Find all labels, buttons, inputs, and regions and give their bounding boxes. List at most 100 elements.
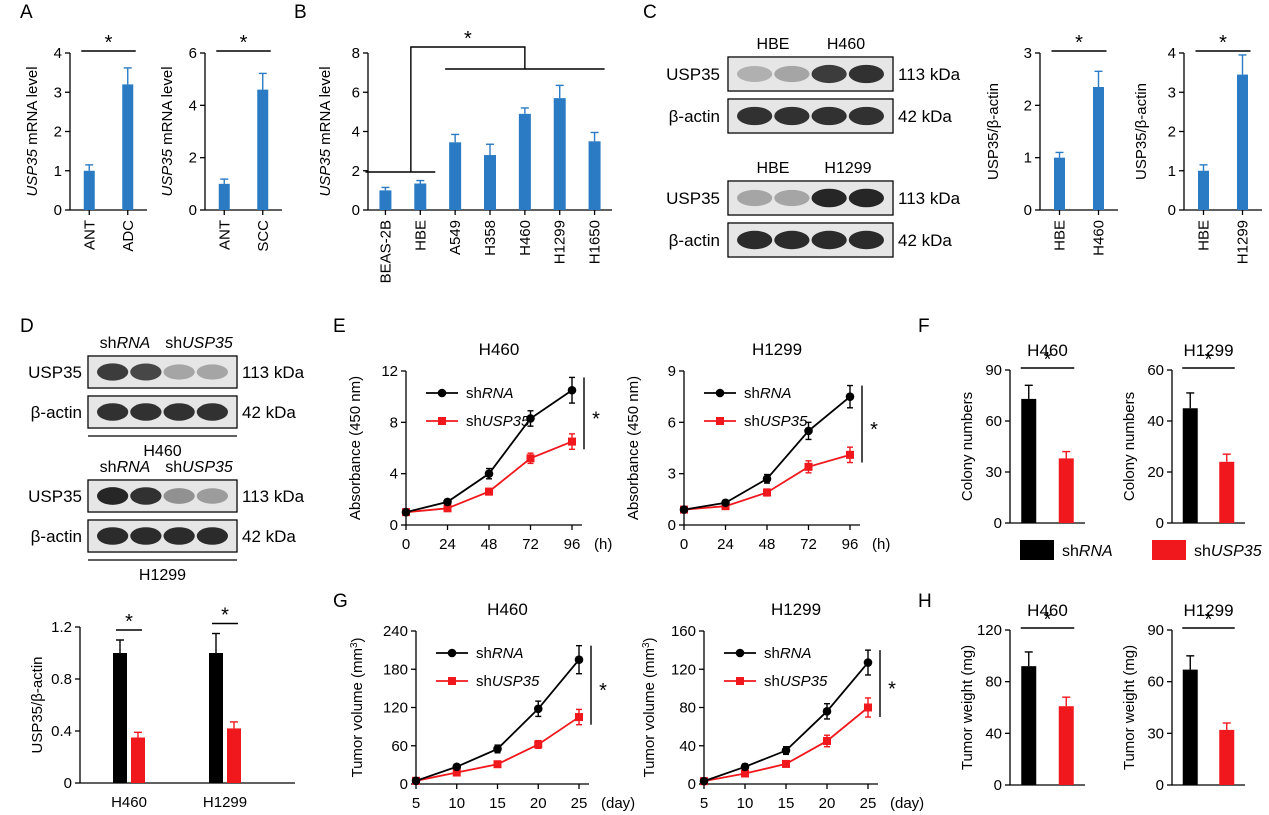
y-tick-label: 160	[671, 623, 696, 640]
chart-B: 0 2 4 6 8 USP35 mRNA level BEAS-2B HBE A549 H358 H…	[317, 28, 612, 283]
label-part: USP35/β-actin	[985, 83, 1002, 180]
x-tick-label: H460	[111, 794, 147, 811]
y-tick-label: 0	[1168, 202, 1176, 219]
x-tick-label: ADC	[120, 220, 137, 252]
x-tick-label: H1650	[587, 220, 604, 264]
y-axis-label: Tumor volume (mm3)	[641, 637, 659, 777]
protein-band	[196, 527, 228, 545]
label-part: RNA	[117, 335, 151, 352]
bar	[414, 183, 427, 210]
significance-star: *	[599, 680, 607, 702]
y-tick-label: 4	[54, 45, 62, 62]
x-tick-label: HBE	[1196, 220, 1213, 251]
bar	[131, 737, 145, 783]
sample-label: H1299	[824, 160, 871, 177]
chart-title: H1299	[752, 340, 802, 359]
y-tick-label: 180	[383, 661, 408, 678]
protein-band	[774, 65, 810, 83]
label-part: sh	[764, 645, 780, 662]
label-part: Tumor volume (mm	[641, 648, 658, 777]
y-tick-label: 12	[381, 363, 398, 380]
protein-band	[163, 364, 195, 380]
y-tick-label: 0	[994, 777, 1002, 794]
x-tick-label: ANT	[81, 220, 98, 250]
x-tick-label: 5	[700, 795, 708, 812]
label-part: sh	[744, 413, 760, 430]
significance-star: *	[125, 611, 133, 633]
legend-marker	[438, 417, 446, 425]
bar	[553, 98, 566, 210]
data-point	[485, 487, 493, 496]
bar	[209, 653, 223, 783]
y-axis-label: USP35/β-actin	[985, 83, 1002, 180]
blot-row-label: USP35	[28, 363, 82, 382]
blot-row-label: USP35	[666, 65, 720, 84]
y-tick-label: 30	[985, 464, 1002, 481]
y-tick-label: 120	[977, 622, 1002, 639]
y-tick-label: 0	[352, 202, 360, 219]
data-point	[763, 488, 771, 497]
protein-band	[130, 487, 162, 505]
y-tick-label: 40	[1147, 413, 1164, 430]
chart-title: H460	[1027, 341, 1068, 360]
protein-band	[196, 403, 228, 421]
bar	[1021, 666, 1037, 785]
data-point	[863, 658, 873, 667]
y-tick-label: 0	[668, 517, 676, 534]
data-point	[493, 760, 502, 769]
protein-band	[163, 488, 195, 504]
label-part: sh	[100, 459, 117, 476]
data-point	[823, 736, 831, 745]
y-tick-label: 4	[352, 124, 360, 141]
label-part: RNA	[1079, 543, 1113, 560]
y-tick-label: 0	[688, 776, 696, 793]
y-tick-label: 1	[54, 163, 62, 180]
sample-label: shRNA	[100, 459, 151, 476]
protein-band	[811, 64, 847, 84]
significance-star: *	[1205, 349, 1213, 371]
cell-line-label: H460	[143, 443, 181, 460]
y-tick-label: 2	[1024, 97, 1032, 114]
x-tick-label: 72	[522, 536, 539, 553]
chart-title: H460	[479, 340, 520, 359]
chart-C2: 0 1 2 3 4 USP35/β-actin HBE H1299 *	[1133, 32, 1262, 264]
significance-star: *	[870, 419, 878, 441]
y-tick-label: 60	[985, 413, 1002, 430]
y-tick-label: 0.4	[51, 723, 72, 740]
x-tick-label: H1299	[1235, 220, 1252, 264]
data-point	[526, 454, 535, 463]
chart-F2: 0 20 40 60 Colony numbers H1299*	[1121, 341, 1245, 532]
data-point	[484, 469, 494, 478]
bar	[379, 190, 392, 210]
protein-band	[848, 188, 884, 208]
x-tick-label: 72	[800, 536, 817, 553]
panel-label-c: C	[643, 2, 657, 23]
y-tick-label: 0	[1156, 515, 1164, 532]
panel-label-h: H	[918, 591, 932, 612]
significance-star: *	[1044, 609, 1052, 631]
y-tick-label: 80	[679, 700, 696, 717]
kda-label: 113 kDa	[242, 363, 305, 382]
legend-label: shRNA	[476, 645, 524, 662]
chart-A2: 0 2 4 6 USP35 mRNA level ANT SCC *	[159, 32, 282, 252]
data-point	[534, 740, 543, 749]
label-part: 3	[349, 642, 360, 648]
x-tick-label: 25	[860, 795, 877, 812]
data-point	[567, 385, 577, 395]
y-tick-label: 3	[668, 466, 676, 483]
kda-label: 42 kDa	[242, 403, 296, 422]
data-point	[762, 474, 772, 484]
data-point	[822, 707, 832, 716]
legend-label: shRNA	[764, 645, 812, 662]
sample-label: H460	[827, 36, 865, 53]
label-part: sh	[476, 645, 492, 662]
y-tick-label: 3	[1168, 84, 1176, 101]
label-part: USP35	[24, 148, 41, 196]
x-tick-label: 25	[571, 795, 588, 812]
bar	[83, 170, 95, 210]
y-axis-label: Colony numbers	[1121, 392, 1138, 501]
panel-label-d: D	[20, 316, 34, 337]
bar	[122, 84, 134, 210]
